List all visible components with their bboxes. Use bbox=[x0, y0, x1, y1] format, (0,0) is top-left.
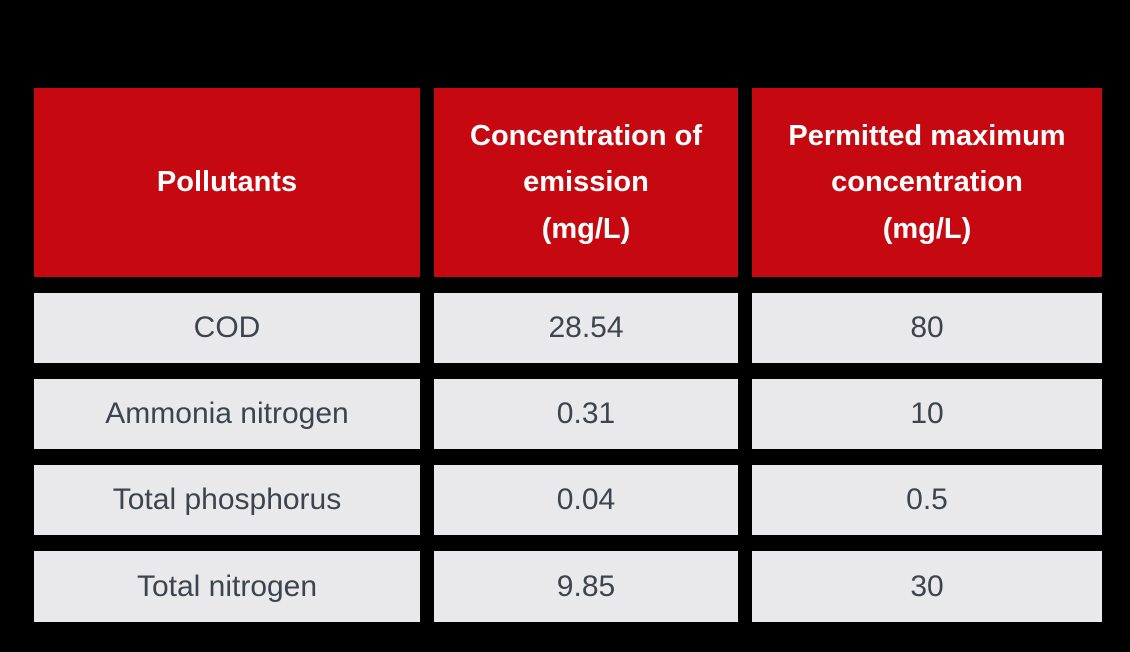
cell-permitted-max-value: 10 bbox=[752, 379, 1102, 449]
pollutants-emission-table: Pollutants Concentration of emission (mg… bbox=[34, 88, 1102, 622]
cell-permitted-max-value: 0.5 bbox=[752, 465, 1102, 535]
header-cell-pollutants: Pollutants bbox=[34, 88, 420, 277]
cell-pollutant-name: Total nitrogen bbox=[34, 551, 420, 622]
cell-emission-value: 28.54 bbox=[434, 293, 738, 363]
cell-pollutant-name: COD bbox=[34, 293, 420, 363]
cell-pollutant-name: Total phosphorus bbox=[34, 465, 420, 535]
cell-emission-value: 0.31 bbox=[434, 379, 738, 449]
cell-emission-value: 9.85 bbox=[434, 551, 738, 622]
header-cell-emission-concentration: Concentration of emission (mg/L) bbox=[434, 88, 738, 277]
cell-permitted-max-value: 30 bbox=[752, 551, 1102, 622]
header-cell-permitted-max-concentration: Permitted maximum concentration (mg/L) bbox=[752, 88, 1102, 277]
cell-pollutant-name: Ammonia nitrogen bbox=[34, 379, 420, 449]
cell-emission-value: 0.04 bbox=[434, 465, 738, 535]
cell-permitted-max-value: 80 bbox=[752, 293, 1102, 363]
